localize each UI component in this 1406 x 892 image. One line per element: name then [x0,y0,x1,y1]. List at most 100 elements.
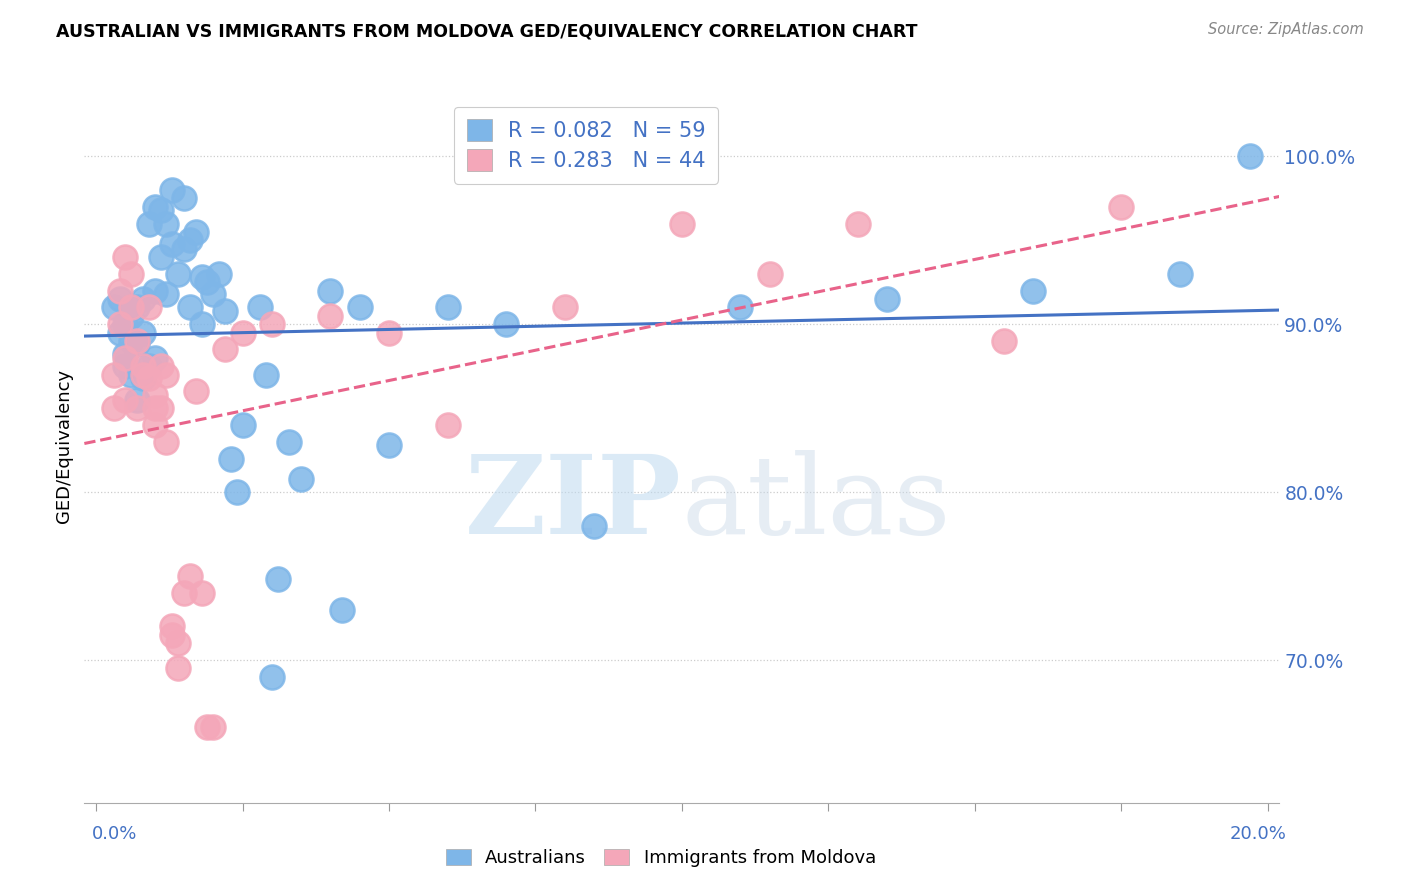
Text: ZIP: ZIP [465,450,682,557]
Point [436,301,458,315]
Point [155,434,177,449]
Point [671,217,693,231]
Point [132,326,155,340]
Point [114,351,136,365]
Point [184,384,207,399]
Point [132,368,155,382]
Point [202,720,225,734]
Point [195,720,219,734]
Point [103,401,125,416]
Point [214,343,236,357]
Point [114,347,136,361]
Point [214,303,236,318]
Point [132,292,155,306]
Point [160,236,183,251]
Point [260,670,283,684]
Point [155,368,177,382]
Point [290,472,312,486]
Point [993,334,1015,348]
Point [378,326,401,340]
Point [127,401,148,416]
Point [155,287,177,301]
Point [120,267,142,281]
Point [160,619,183,633]
Point [219,451,242,466]
Point [1022,284,1045,298]
Point [103,301,125,315]
Point [876,292,898,306]
Point [190,270,212,285]
Point [138,371,160,385]
Point [846,217,869,231]
Point [155,217,177,231]
Point [1109,200,1132,214]
Point [149,203,172,218]
Point [266,573,290,587]
Point [143,401,166,416]
Point [120,334,142,348]
Point [138,359,160,374]
Point [127,337,148,351]
Point [436,417,458,432]
Point [143,200,166,214]
Point [190,318,212,332]
Point [160,183,183,197]
Point [231,417,253,432]
Point [730,301,752,315]
Point [103,368,125,382]
Text: Source: ZipAtlas.com: Source: ZipAtlas.com [1208,22,1364,37]
Point [143,417,166,432]
Point [114,318,136,332]
Point [260,318,283,332]
Point [149,250,172,264]
Point [120,368,142,382]
Point [143,388,166,402]
Point [349,301,371,315]
Point [184,225,207,239]
Point [167,636,190,650]
Point [132,359,155,374]
Point [108,326,131,340]
Point [114,359,136,374]
Y-axis label: GED/Equivalency: GED/Equivalency [55,369,73,523]
Point [179,301,201,315]
Point [330,603,353,617]
Point [127,301,148,315]
Point [378,438,401,452]
Legend: Australians, Immigrants from Moldova: Australians, Immigrants from Moldova [439,841,883,874]
Point [120,301,142,315]
Point [278,434,301,449]
Point [114,392,136,407]
Point [1168,267,1191,281]
Point [554,301,576,315]
Point [143,351,166,365]
Text: AUSTRALIAN VS IMMIGRANTS FROM MOLDOVA GED/EQUIVALENCY CORRELATION CHART: AUSTRALIAN VS IMMIGRANTS FROM MOLDOVA GE… [56,22,918,40]
Point [132,371,155,385]
Point [202,287,225,301]
Point [114,250,136,264]
Point [108,292,131,306]
Point [319,284,342,298]
Point [225,485,247,500]
Point [149,401,172,416]
Point [160,628,183,642]
Point [127,392,148,407]
Point [108,284,131,298]
Point [179,569,201,583]
Point [138,301,160,315]
Point [149,359,172,374]
Point [231,326,253,340]
Point [249,301,271,315]
Point [195,275,219,289]
Point [173,586,195,600]
Point [759,267,782,281]
Point [179,233,201,247]
Point [173,242,195,256]
Point [190,586,212,600]
Point [120,309,142,323]
Point [108,318,131,332]
Text: 0.0%: 0.0% [91,825,136,843]
Point [143,284,166,298]
Point [1239,149,1261,163]
Point [582,518,605,533]
